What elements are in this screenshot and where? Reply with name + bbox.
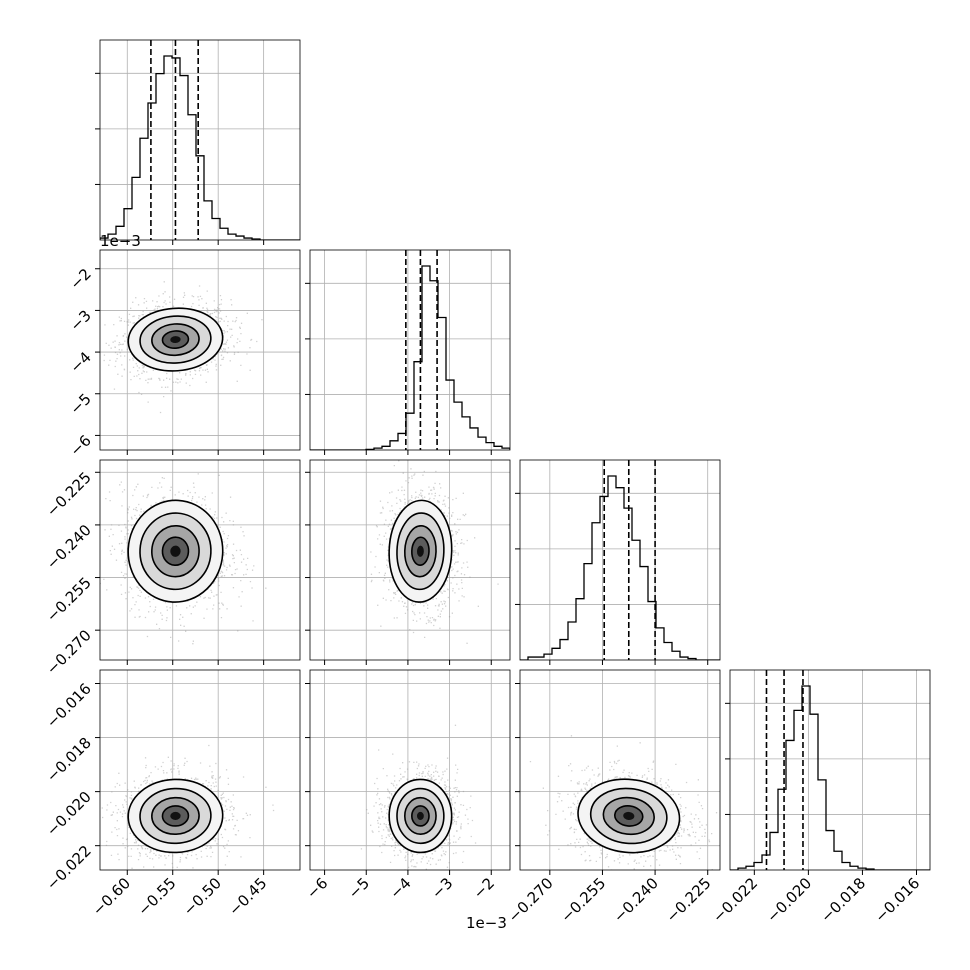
density-contour	[403, 796, 437, 835]
density-panel	[100, 473, 267, 645]
y-tick-label: −4	[66, 348, 94, 376]
x-tick-label: −0.240	[610, 874, 662, 926]
panel-frame	[99, 249, 301, 451]
density-fill	[416, 811, 424, 820]
y-tick-label: −2	[66, 265, 94, 293]
panel-frame	[99, 669, 301, 871]
histogram-step	[100, 55, 300, 240]
density-contour	[151, 524, 200, 578]
panel-frame	[309, 249, 511, 451]
y-tick-label: −0.022	[43, 842, 95, 894]
y-tick-label: −3	[66, 307, 94, 335]
y-tick-label: −5	[66, 390, 94, 418]
histogram-step	[310, 265, 510, 450]
x-tick-label: −0.016	[871, 874, 923, 926]
panel-frame	[519, 459, 721, 661]
x-tick-label: −0.018	[817, 874, 869, 926]
x-tick-label: −0.55	[134, 874, 179, 919]
density-contour	[161, 536, 190, 567]
x-tick-label: −0.020	[763, 874, 815, 926]
panel-frame	[99, 39, 301, 241]
density-contour	[388, 778, 453, 854]
x-tick-label: −0.60	[89, 874, 134, 919]
x-tick-label: −0.225	[663, 874, 715, 926]
density-contour	[151, 323, 200, 357]
density-fill	[170, 336, 181, 344]
density-fill	[170, 545, 181, 557]
density-contour	[589, 787, 668, 845]
panel-frame	[519, 669, 721, 871]
x-tick-label: −0.50	[180, 874, 225, 919]
y-tick-label: −0.225	[43, 468, 95, 520]
histogram-step	[730, 685, 930, 870]
y-tick-label: −0.270	[43, 626, 95, 678]
density-contour	[602, 796, 655, 836]
density-contour	[403, 524, 437, 578]
y-tick-label: −0.020	[43, 788, 95, 840]
panel-frame	[729, 669, 931, 871]
density-contour	[139, 787, 212, 845]
x-tick-label: −0.270	[505, 874, 557, 926]
density-contour	[411, 805, 430, 827]
x-tick-label: −0.255	[557, 874, 609, 926]
density-panel	[529, 735, 718, 870]
histogram-step	[520, 475, 720, 660]
panel-frame	[99, 459, 301, 661]
density-panel	[103, 281, 263, 414]
density-panel	[101, 744, 275, 870]
density-contour	[127, 778, 224, 854]
x-tick-label: −0.022	[709, 874, 761, 926]
y-tick-label: −0.018	[43, 734, 95, 786]
y-tick-label: −0.016	[43, 680, 95, 732]
density-contour	[139, 315, 212, 364]
density-contour	[614, 805, 644, 827]
density-contour	[151, 796, 200, 835]
y-axis-offset-label: 1e−3	[100, 232, 141, 250]
density-contour	[127, 499, 224, 603]
y-tick-label: −6	[66, 432, 94, 460]
density-contour	[139, 512, 212, 591]
x-tick-label: −0.45	[225, 874, 270, 919]
density-contour	[396, 787, 445, 845]
density-panel	[370, 460, 499, 644]
density-contour	[396, 512, 445, 591]
density-contour	[127, 307, 224, 372]
y-tick-label: −0.240	[43, 521, 95, 573]
x-tick-label: −3	[428, 874, 456, 902]
x-axis-offset-label: 1e−3	[466, 914, 507, 932]
density-contour	[161, 805, 190, 827]
density-fill	[170, 811, 181, 820]
x-tick-label: −6	[303, 874, 331, 902]
y-tick-label: −0.255	[43, 574, 95, 626]
x-tick-label: −4	[386, 874, 414, 902]
density-panel	[360, 724, 477, 870]
density-contour	[577, 778, 681, 854]
x-tick-label: −5	[345, 874, 373, 902]
panel-frame	[309, 669, 511, 871]
density-contour	[411, 536, 430, 567]
density-contour	[161, 330, 190, 350]
panel-frame	[309, 459, 511, 661]
density-fill	[416, 545, 424, 557]
density-fill	[623, 811, 635, 820]
x-tick-label: −2	[470, 874, 498, 902]
density-contour	[388, 499, 453, 603]
